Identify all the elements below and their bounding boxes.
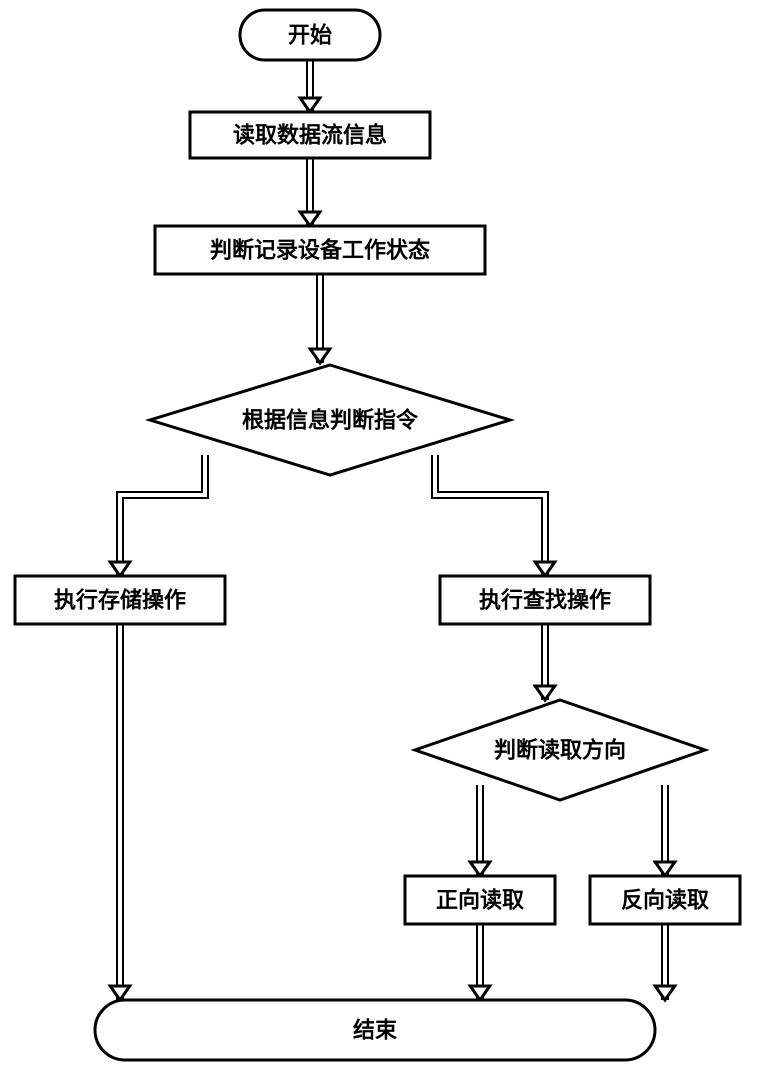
node-decision1-label: 根据信息判断指令 xyxy=(242,408,419,433)
node-readdata-label: 读取数据流信息 xyxy=(233,123,387,148)
node-searchOp: 执行查找操作 xyxy=(440,576,650,624)
node-start: 开始 xyxy=(240,10,380,60)
node-end-label: 结束 xyxy=(353,1018,398,1043)
node-judgeDev-label: 判断记录设备工作状态 xyxy=(210,238,430,263)
node-judgeDev: 判断记录设备工作状态 xyxy=(155,226,485,274)
node-revRead: 反向读取 xyxy=(590,876,740,924)
node-revRead-label: 反向读取 xyxy=(621,888,709,913)
node-searchOp-label: 执行查找操作 xyxy=(479,588,611,613)
node-storeOp-label: 执行存储操作 xyxy=(54,588,186,613)
node-start-label: 开始 xyxy=(288,23,332,48)
node-storeOp: 执行存储操作 xyxy=(15,576,225,624)
node-end: 结束 xyxy=(95,1000,655,1060)
node-readdata: 读取数据流信息 xyxy=(190,112,430,158)
node-fwdRead-label: 正向读取 xyxy=(436,888,524,913)
node-decision2-label: 判断读取方向 xyxy=(494,738,626,763)
node-fwdRead: 正向读取 xyxy=(405,876,555,924)
